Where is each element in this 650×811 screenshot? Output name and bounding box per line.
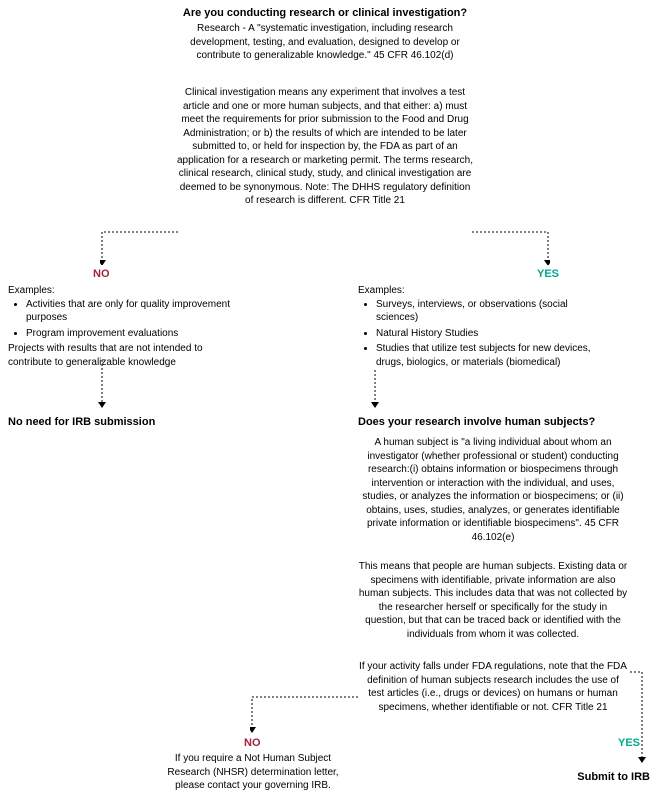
no-examples-label: Examples:: [8, 284, 248, 298]
q2-p1: A human subject is "a living individual …: [358, 436, 628, 544]
yes-examples: Examples: Surveys, interviews, or observ…: [358, 284, 598, 371]
connector-q2-yes: [628, 670, 648, 765]
q2-p3: If your activity falls under FDA regulat…: [358, 660, 628, 714]
no-examples: Examples: Activities that are only for q…: [8, 284, 248, 369]
q2-no-text: If you require a Not Human Subject Resea…: [167, 753, 338, 791]
q2-yes-result: Submit to IRB: [560, 770, 650, 785]
yes-examples-label: Examples:: [358, 284, 598, 298]
q2-p1-text: A human subject is "a living individual …: [362, 437, 623, 543]
label-yes-2: YES: [618, 737, 640, 749]
no-result-text: No need for IRB submission: [8, 416, 155, 428]
q2-p3-text: If your activity falls under FDA regulat…: [359, 661, 627, 713]
connector-q2-no: [250, 695, 360, 735]
q2-p2-text: This means that people are human subject…: [359, 561, 627, 640]
yes-bullet-list: Surveys, interviews, or observations (so…: [358, 298, 598, 370]
connector-q1-no: [100, 230, 180, 265]
label-yes-1: YES: [537, 268, 559, 280]
q2-title: Does your research involve human subject…: [358, 415, 638, 430]
no-footer: Projects with results that are not inten…: [8, 342, 248, 369]
q1-p1-text: Research - A "systematic investigation, …: [190, 23, 460, 61]
yes-bullet-0: Surveys, interviews, or observations (so…: [376, 298, 598, 325]
q1-title-text: Are you conducting research or clinical …: [183, 7, 467, 19]
connector-yes-q2: [370, 370, 380, 410]
yes-bullet-2: Studies that utilize test subjects for n…: [376, 342, 598, 369]
q1-p2-text: Clinical investigation means any experim…: [177, 87, 473, 206]
yes-bullet-1: Natural History Studies: [376, 327, 598, 341]
no-bullet-list: Activities that are only for quality imp…: [8, 298, 248, 341]
q2-yes-text: Submit to IRB: [577, 771, 650, 783]
label-no-2-text: NO: [244, 737, 261, 749]
q1-p2: Clinical investigation means any experim…: [175, 86, 475, 208]
q1-title: Are you conducting research or clinical …: [162, 6, 488, 21]
q2-no-result: If you require a Not Human Subject Resea…: [163, 752, 343, 793]
q2-title-text: Does your research involve human subject…: [358, 416, 595, 428]
no-result: No need for IRB submission: [8, 415, 248, 430]
label-yes-2-text: YES: [618, 737, 640, 749]
label-no-1-text: NO: [93, 268, 110, 280]
q2-p2: This means that people are human subject…: [358, 560, 628, 641]
label-no-2: NO: [244, 737, 261, 749]
no-bullet-1: Program improvement evaluations: [26, 327, 248, 341]
no-bullet-0: Activities that are only for quality imp…: [26, 298, 248, 325]
q1-p1: Research - A "systematic investigation, …: [183, 22, 467, 63]
label-no-1: NO: [93, 268, 110, 280]
label-yes-1-text: YES: [537, 268, 559, 280]
connector-q1-yes: [470, 230, 550, 265]
